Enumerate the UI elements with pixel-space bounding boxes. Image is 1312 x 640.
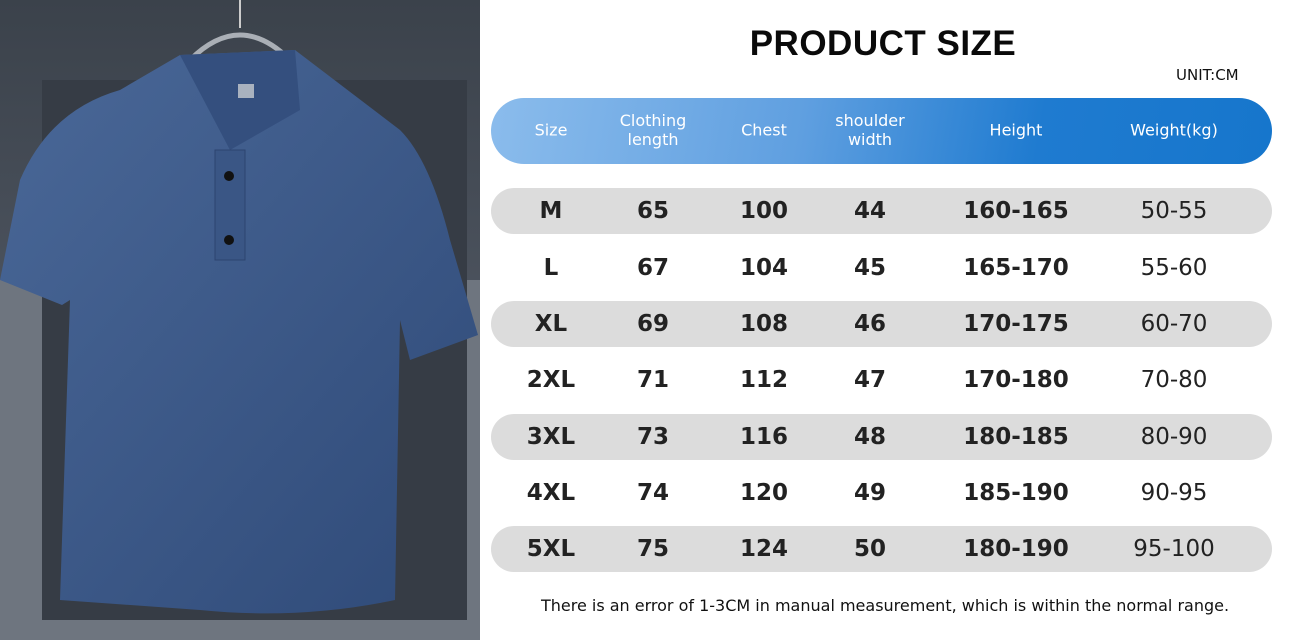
table-cell: 44 [853, 198, 887, 224]
unit-label: UNIT:CM [1176, 66, 1239, 84]
table-cell: 120 [739, 480, 789, 506]
table-row [491, 188, 1272, 234]
table-cell: 55-60 [1140, 255, 1208, 281]
column-header: Clothing length [619, 111, 687, 149]
table-cell: 70-80 [1140, 367, 1208, 393]
table-cell: 95-100 [1133, 536, 1215, 562]
table-cell: 5XL [526, 536, 576, 562]
table-cell: 50 [853, 536, 887, 562]
table-cell: 60-70 [1140, 311, 1208, 337]
table-row [491, 301, 1272, 347]
table-cell: 48 [853, 424, 887, 450]
table-cell: 47 [853, 367, 887, 393]
table-cell: 3XL [526, 424, 576, 450]
table-cell: 75 [636, 536, 670, 562]
table-cell: 2XL [526, 367, 576, 393]
table-cell: 80-90 [1140, 424, 1208, 450]
column-header: Chest [741, 120, 787, 140]
table-cell: 185-190 [963, 480, 1069, 506]
column-header: Weight(kg) [1130, 120, 1218, 140]
table-cell: 69 [636, 311, 670, 337]
table-cell: 165-170 [963, 255, 1069, 281]
table-cell: 170-180 [963, 367, 1069, 393]
table-cell: 108 [739, 311, 789, 337]
table-cell: L [543, 255, 559, 281]
table-cell: 67 [636, 255, 670, 281]
table-cell: 49 [853, 480, 887, 506]
table-cell: 180-190 [963, 536, 1069, 562]
table-cell: 180-185 [963, 424, 1069, 450]
table-cell: 73 [636, 424, 670, 450]
shirt-body [0, 50, 478, 614]
table-cell: 50-55 [1140, 198, 1208, 224]
table-cell: 90-95 [1140, 480, 1208, 506]
column-header: Height [989, 120, 1043, 140]
table-cell: 71 [636, 367, 670, 393]
table-cell: 46 [853, 311, 887, 337]
product-photo [0, 0, 480, 640]
table-cell: 4XL [526, 480, 576, 506]
table-cell: 160-165 [963, 198, 1069, 224]
table-cell: 100 [739, 198, 789, 224]
measurement-note: There is an error of 1-3CM in manual mea… [540, 596, 1230, 615]
table-cell: 116 [739, 424, 789, 450]
page-title: PRODUCT SIZE [749, 24, 1017, 63]
table-row [491, 526, 1272, 572]
table-cell: 112 [739, 367, 789, 393]
table-cell: M [539, 198, 563, 224]
table-row [491, 414, 1272, 460]
table-cell: XL [534, 311, 568, 337]
table-cell: 74 [636, 480, 670, 506]
table-header [491, 98, 1272, 164]
table-cell: 65 [636, 198, 670, 224]
column-header: shoulder width [835, 111, 905, 149]
table-cell: 45 [853, 255, 887, 281]
column-header: Size [534, 120, 568, 140]
button-icon [224, 235, 234, 245]
table-cell: 124 [739, 536, 789, 562]
table-cell: 104 [739, 255, 789, 281]
table-cell: 170-175 [963, 311, 1069, 337]
button-icon [224, 171, 234, 181]
